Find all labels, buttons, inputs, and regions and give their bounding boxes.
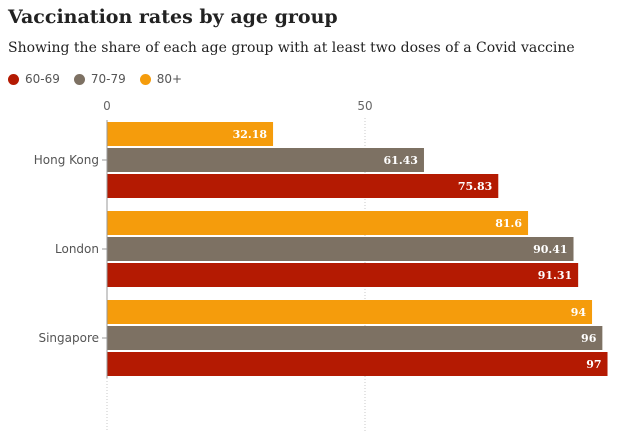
x-tick-label-50: 50 [357,99,372,113]
data-label-hong-kong-80+: 32.18 [233,128,268,141]
data-label-london-70-79: 90.41 [533,243,567,256]
data-label-hong-kong-70-79: 61.43 [384,154,418,167]
category-label-london: London [55,242,99,256]
bar-hong-kong-80+ [107,122,274,146]
legend: 60-69 70-79 80+ [8,72,196,86]
category-label-singapore: Singapore [38,331,99,345]
data-label-london-80+: 81.6 [495,217,522,230]
bar-singapore-70-79 [107,326,603,350]
legend-swatch-80-plus [139,73,151,85]
legend-item-60-69: 60-69 [8,72,60,86]
data-label-singapore-70-79: 96 [581,332,597,345]
legend-label-80-plus: 80+ [156,72,183,86]
data-label-hong-kong-60-69: 75.83 [458,180,492,193]
chart-subtitle: Showing the share of each age group with… [8,40,575,56]
bar-singapore-80+ [107,300,593,324]
category-label-hong-kong: Hong Kong [34,153,99,167]
legend-swatch-70-79 [73,73,85,85]
bar-singapore-60-69 [107,352,608,376]
legend-item-80-plus: 80+ [139,72,183,86]
data-label-singapore-80+: 94 [571,306,587,319]
bar-hong-kong-70-79 [107,148,424,172]
x-tick-label-0: 0 [103,99,111,113]
legend-label-70-79: 70-79 [90,72,126,86]
legend-label-60-69: 60-69 [25,72,60,86]
bar-london-60-69 [107,263,579,287]
chart-title: Vaccination rates by age group [8,6,338,28]
legend-swatch-60-69 [8,73,19,85]
bar-london-80+ [107,211,529,235]
data-label-singapore-60-69: 97 [586,358,601,371]
bar-hong-kong-60-69 [107,174,499,198]
data-label-london-60-69: 91.31 [538,269,572,282]
bar-london-70-79 [107,237,574,261]
legend-item-70-79: 70-79 [73,72,126,86]
